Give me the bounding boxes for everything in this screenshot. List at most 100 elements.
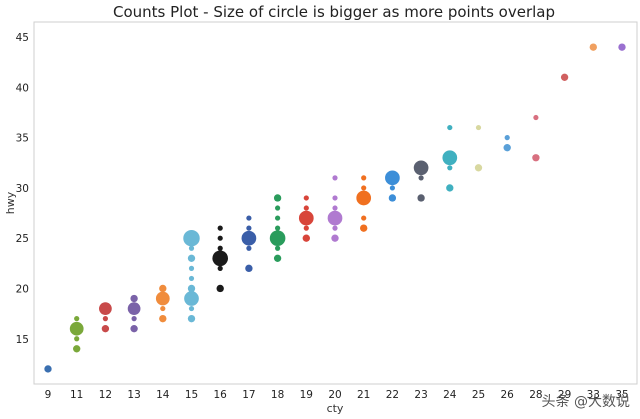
data-point: [356, 190, 372, 206]
data-point: [217, 225, 223, 231]
data-point: [332, 225, 338, 231]
data-point: [388, 194, 397, 202]
x-tick-label: 26: [501, 389, 515, 401]
x-tick-label: 21: [357, 389, 370, 401]
data-point: [74, 336, 80, 342]
data-point: [273, 194, 282, 202]
y-tick-label: 40: [16, 82, 29, 94]
data-point: [155, 291, 170, 306]
y-tick-label: 15: [16, 334, 29, 346]
data-point: [361, 215, 367, 221]
data-point: [159, 314, 167, 323]
data-point: [303, 225, 309, 231]
data-point: [332, 175, 338, 181]
points-layer: [44, 43, 626, 373]
data-point: [418, 175, 424, 181]
data-point: [187, 314, 196, 323]
plot-area-frame: [33, 21, 638, 385]
data-point: [183, 229, 200, 247]
data-point: [303, 195, 309, 201]
data-point: [503, 144, 511, 152]
data-point: [44, 365, 52, 373]
data-point: [217, 265, 223, 271]
data-point: [446, 184, 454, 192]
data-point: [127, 302, 141, 315]
y-tick-label: 25: [16, 233, 29, 245]
x-tick-label: 11: [70, 389, 83, 401]
data-point: [73, 345, 81, 353]
data-point: [74, 316, 80, 322]
data-point: [188, 245, 195, 251]
data-point: [360, 224, 368, 232]
y-tick-label: 20: [16, 283, 29, 295]
data-point: [216, 284, 224, 293]
data-point: [442, 150, 458, 166]
data-point: [327, 210, 343, 226]
data-point: [504, 135, 510, 141]
data-point: [303, 205, 309, 211]
data-point: [298, 210, 314, 226]
data-point: [101, 325, 110, 333]
data-point: [246, 225, 252, 231]
x-tick-label: 16: [214, 389, 228, 401]
y-tick-label: 30: [16, 183, 29, 195]
data-point: [332, 195, 338, 201]
x-tick-label: 35: [615, 389, 628, 401]
x-tick-label: 25: [472, 389, 485, 401]
x-tick-label: 23: [414, 389, 427, 401]
data-point: [188, 305, 195, 312]
data-point: [187, 284, 196, 293]
x-tick-label: 19: [300, 389, 313, 401]
data-point: [417, 194, 425, 202]
x-tick-label: 22: [386, 389, 399, 401]
data-point: [102, 316, 108, 322]
data-point: [447, 124, 453, 131]
x-tick-label: 18: [271, 389, 284, 401]
data-point: [130, 294, 138, 303]
data-point: [217, 235, 223, 241]
x-tick-label: 9: [45, 389, 52, 401]
x-axis-label: cty: [327, 402, 344, 415]
data-point: [273, 254, 282, 262]
data-point: [447, 165, 453, 171]
data-point: [188, 265, 195, 271]
data-point: [475, 124, 482, 131]
data-point: [245, 264, 253, 273]
data-point: [275, 205, 281, 211]
data-point: [159, 284, 167, 293]
data-point: [474, 164, 483, 172]
x-tick-label: 20: [328, 389, 341, 401]
data-point: [332, 205, 338, 211]
data-point: [246, 215, 252, 221]
data-point: [413, 160, 429, 176]
x-tick-label: 33: [587, 389, 600, 401]
data-point: [361, 175, 367, 181]
data-point: [533, 114, 539, 121]
chart-title: Counts Plot - Size of circle is bigger a…: [113, 3, 555, 21]
data-point: [130, 325, 138, 333]
data-point: [160, 305, 166, 312]
data-point: [131, 316, 137, 322]
watermark-text: 头条 @大数说: [541, 394, 630, 410]
data-point: [69, 321, 84, 336]
data-point: [532, 154, 540, 162]
y-tick-label: 35: [16, 133, 29, 145]
data-point: [275, 215, 281, 221]
data-point: [560, 73, 569, 81]
data-point: [241, 230, 257, 246]
data-point: [302, 234, 310, 242]
x-tick-label: 13: [127, 389, 140, 401]
data-point: [99, 302, 112, 315]
x-tick-label: 12: [99, 389, 112, 401]
data-point: [331, 234, 339, 242]
y-axis-label: hwy: [4, 191, 17, 214]
data-point: [212, 250, 228, 267]
data-point: [187, 254, 196, 262]
y-tick-label: 45: [16, 32, 29, 44]
x-tick-label: 14: [156, 389, 170, 401]
x-axis-ticks: 9 11 12 13 14 15 16 17 18 19 20 21 22 23 24 25 26 28 29 33 3…: [45, 389, 629, 401]
x-tick-label: 17: [242, 389, 255, 401]
x-tick-label: 24: [443, 389, 457, 401]
data-point: [184, 291, 199, 306]
